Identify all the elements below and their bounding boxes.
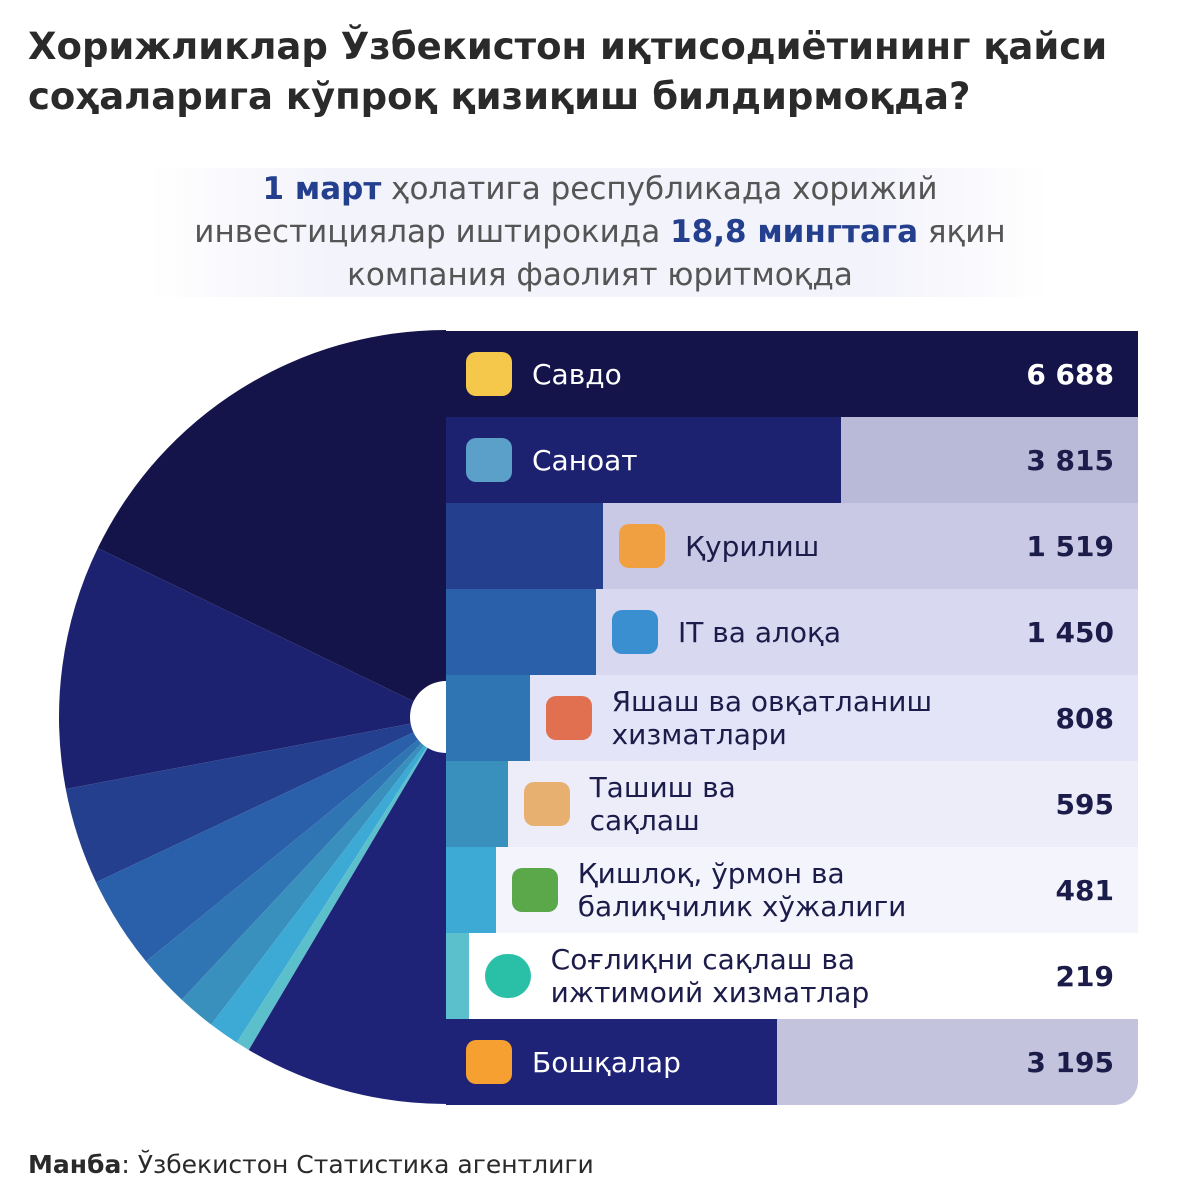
value-label: 219 <box>1055 959 1114 993</box>
subtitle-highlight: 18,8 мингтага <box>670 214 919 250</box>
pie-slice <box>236 717 446 1050</box>
chart-title: Хорижликлар Ўзбекистон иқтисодиётининг қ… <box>28 25 1108 118</box>
value-label: 6 688 <box>1026 357 1114 391</box>
bar-row: Соғлиқни сақлаш ва ижтимоий хизматлар 219 <box>446 933 1138 1019</box>
bar-row: Яшаш ва овқатланиш хизматлари 808 <box>446 675 1138 761</box>
value-label: 3 815 <box>1026 443 1114 477</box>
value-label: 595 <box>1055 787 1114 821</box>
bar-icon <box>612 610 659 654</box>
pie-slice <box>211 717 446 1043</box>
category-label: Саноат <box>532 443 638 477</box>
source-label: Манба <box>28 1150 122 1179</box>
bar-icon <box>511 868 558 912</box>
bar <box>446 503 604 589</box>
pie-slice <box>65 717 446 883</box>
pie-slice <box>181 717 446 1025</box>
category-label: Қурилиш <box>685 529 820 563</box>
pie-slice <box>97 330 446 717</box>
bar <box>446 847 496 933</box>
bar-row: Қишлоқ, ўрмон ва балиқчилик хўжалиги 481 <box>446 847 1138 933</box>
bar-icon <box>484 954 531 998</box>
bar <box>446 933 469 1019</box>
bar-icon <box>523 782 570 826</box>
value-label: 3 195 <box>1026 1045 1114 1079</box>
category-label: IT ва алоқа <box>678 615 842 649</box>
subtitle-text: яқин компания фаолият юритмоқда <box>347 214 1006 293</box>
bar-row: IT ва алоқа 1 450 <box>446 589 1138 675</box>
bar <box>446 331 1138 417</box>
subtitle-text: ҳолатига республикада хорижий инвестиция… <box>194 171 938 250</box>
bar-icon <box>466 352 512 396</box>
value-label: 808 <box>1055 701 1114 735</box>
pie-slice <box>58 548 446 789</box>
source-text: : Ўзбекистон Статистика агентлиги <box>121 1150 594 1179</box>
category-label: Бошқалар <box>532 1045 681 1079</box>
value-label: 1 450 <box>1026 615 1114 649</box>
bar-row: Ташиш ва сақлаш 595 <box>446 761 1138 847</box>
category-label: Яшаш ва овқатланиш хизматлари <box>611 685 933 751</box>
bar-row: Саноат 3 815 <box>446 417 1138 503</box>
pie-slice <box>146 717 446 1000</box>
value-label: 1 519 <box>1026 529 1114 563</box>
bar-icon <box>466 438 512 482</box>
bar-icon <box>466 1040 512 1084</box>
category-label: Қишлоқ, ўрмон ва балиқчилик хўжалиги <box>577 857 907 923</box>
value-label: 481 <box>1055 873 1114 907</box>
pie-slice <box>248 717 446 1104</box>
bar <box>446 589 597 675</box>
bar-row: Қурилиш 1 519 <box>446 503 1138 589</box>
bar-row: Савдо 6 688 <box>446 331 1138 417</box>
bar <box>446 675 530 761</box>
category-label: Ташиш ва сақлаш <box>589 771 736 837</box>
bar-icon <box>545 696 592 740</box>
pie-slice <box>96 717 447 962</box>
bar-row: Бошқалар 3 195 <box>446 1019 1138 1105</box>
bar-icon <box>619 524 666 568</box>
subtitle-highlight: 1 март <box>262 171 382 207</box>
category-label: Савдо <box>532 357 622 391</box>
category-label: Соғлиқни сақлаш ва ижтимоий хизматлар <box>550 943 870 1009</box>
chart-subtitle: 1 март ҳолатига республикада хорижий инв… <box>150 168 1050 297</box>
source: Манба: Ўзбекистон Статистика агентлиги <box>28 1150 594 1179</box>
bar <box>446 761 508 847</box>
